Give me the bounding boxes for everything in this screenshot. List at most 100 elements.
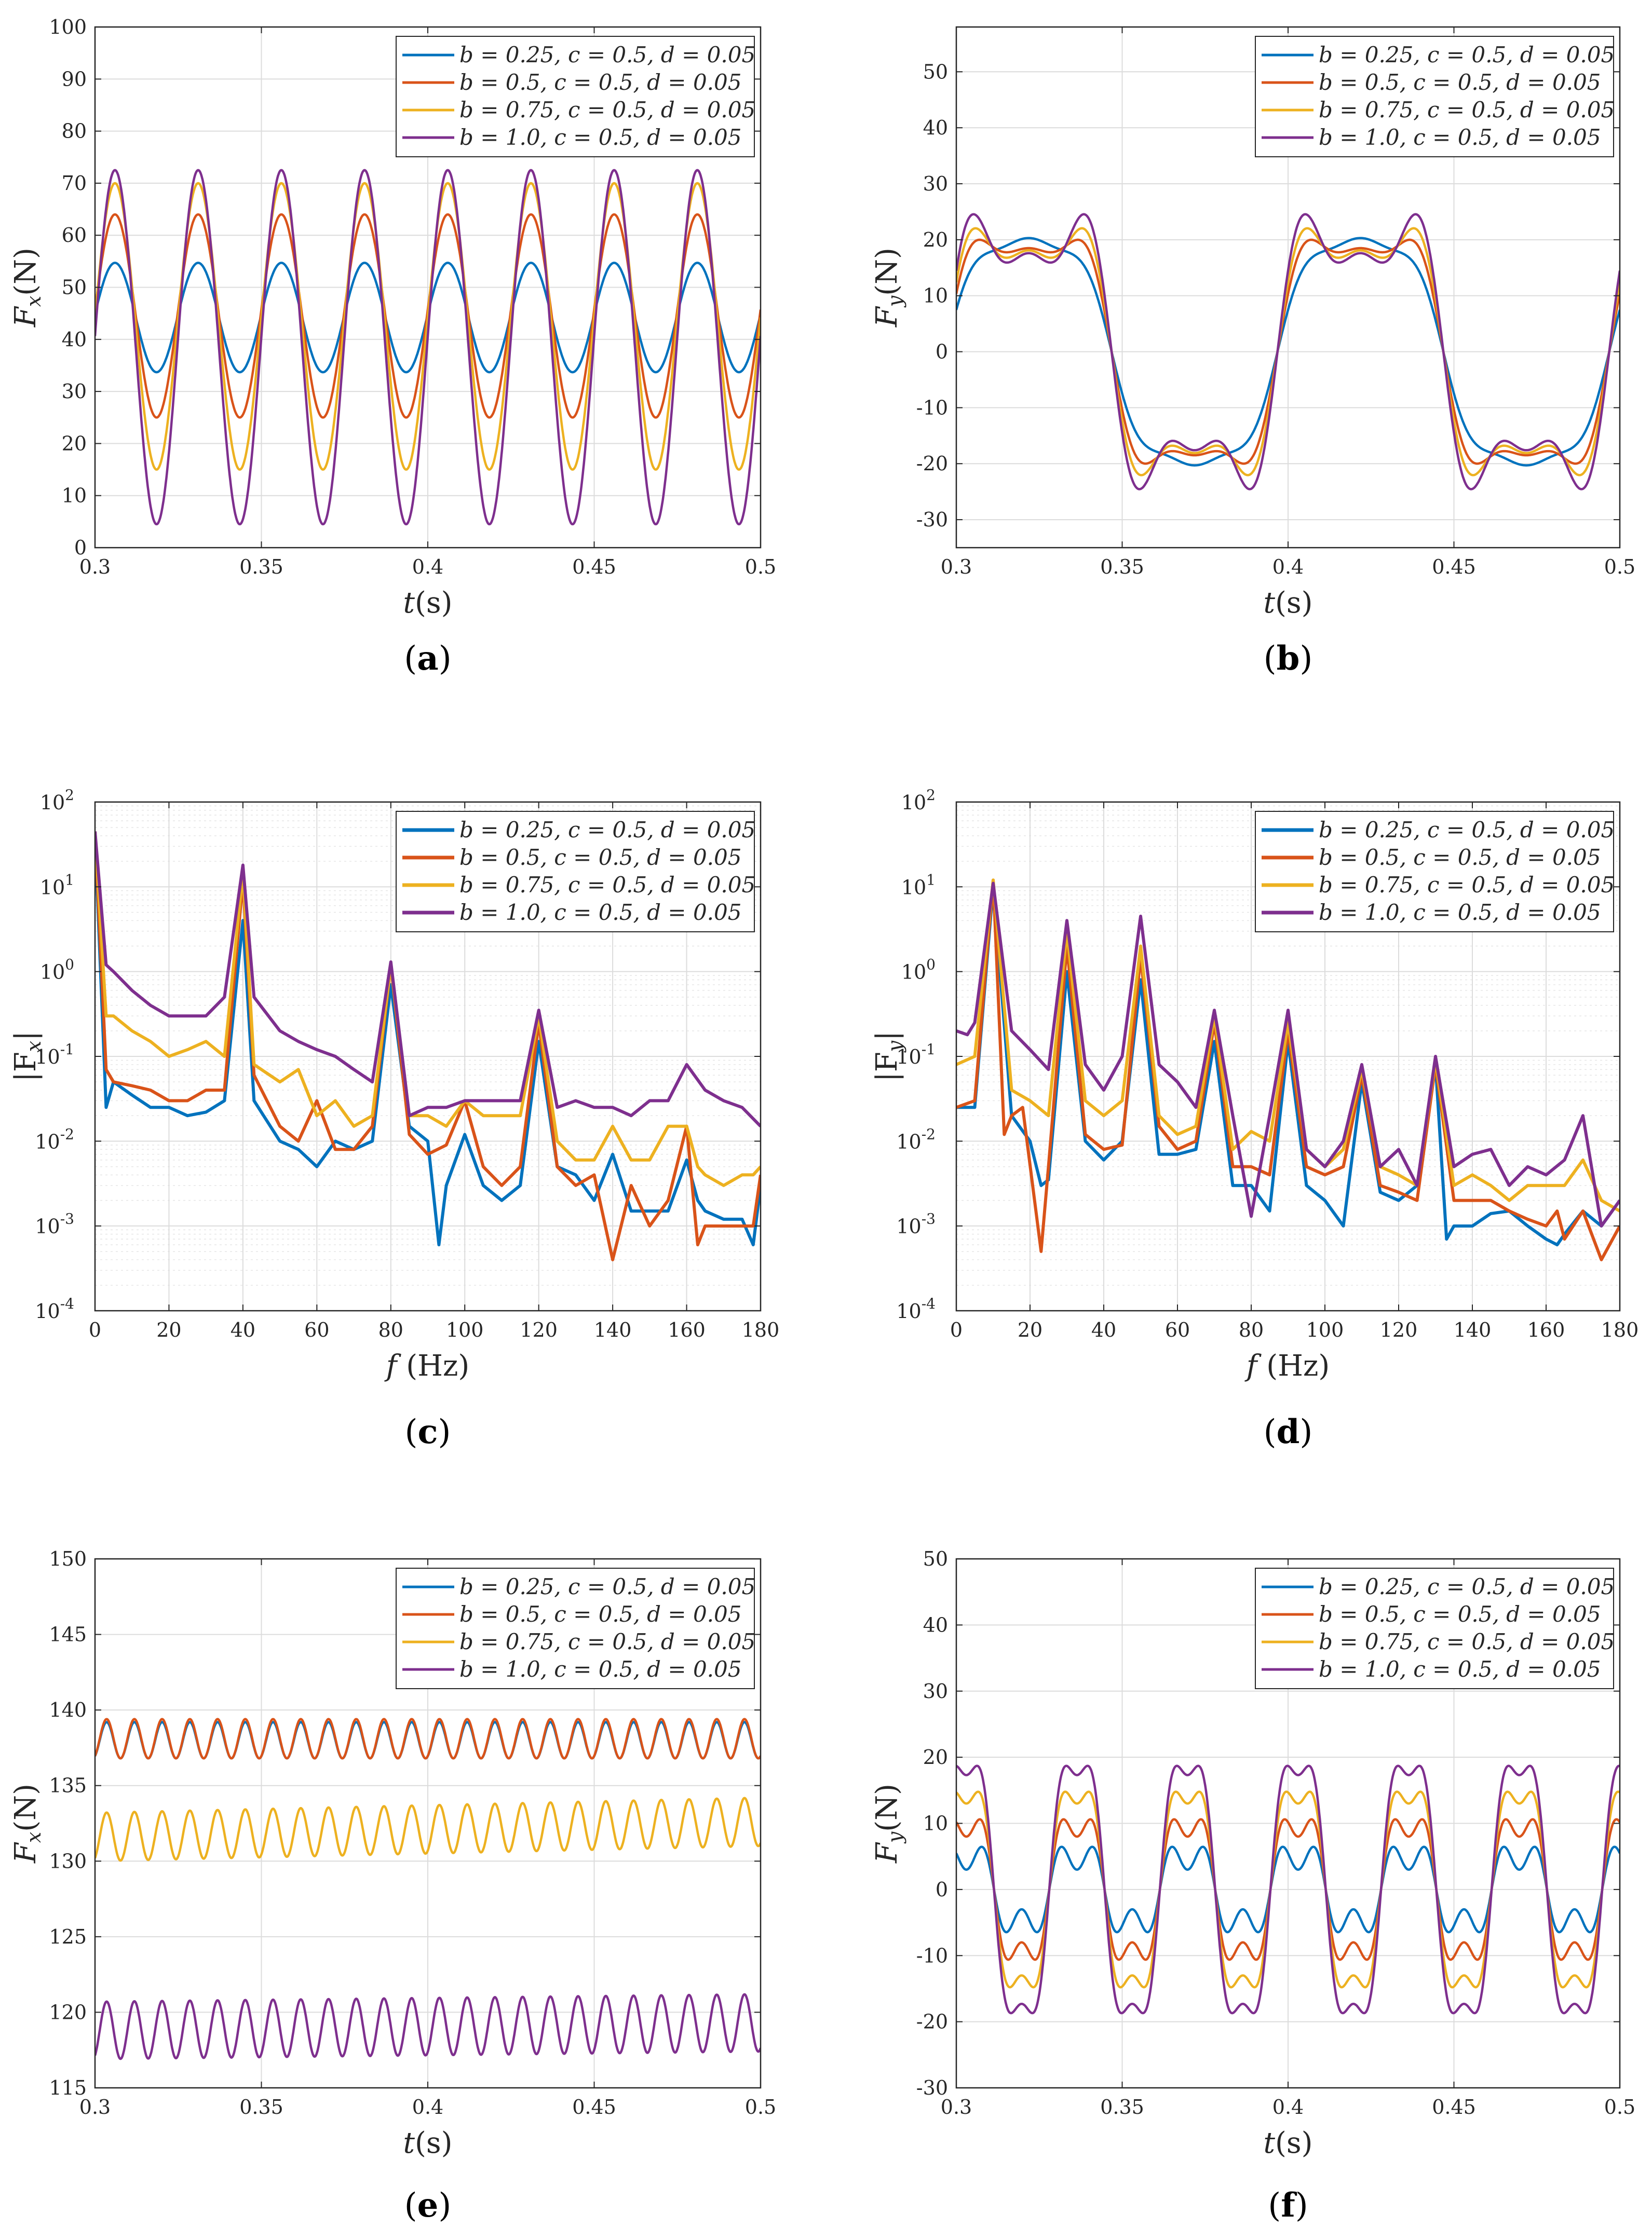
x-tick-label: 0.4 [412,555,443,578]
series-line-2 [95,831,761,1261]
x-tick-label: 0.35 [1100,2096,1144,2118]
x-tick-label: 0.45 [1432,555,1476,578]
x-axis-label: t(s) [403,2126,453,2160]
x-axis-label: f (Hz) [1244,1349,1330,1383]
x-tick-label: 0.3 [941,555,972,578]
x-tick-label: 20 [156,1319,181,1341]
legend-entry-4: b = 1.0, c = 0.5, d = 0.05 [1319,125,1601,150]
series-line-3 [956,1790,1620,1989]
x-tick-label: 0.4 [412,2096,443,2118]
legend-entry-2: b = 0.5, c = 0.5, d = 0.05 [459,1601,741,1627]
legend-entry-1: b = 0.25, c = 0.5, d = 0.05 [459,42,755,67]
y-tick-label: 140 [49,1699,87,1721]
series-line-1 [956,237,1620,467]
x-tick-label: 80 [1239,1319,1264,1341]
x-tick-label: 0.5 [745,2096,776,2118]
y-axis-label: Fx(N) [9,248,45,328]
y-tick-label: 20 [923,1746,948,1769]
y-tick-label: 10-4 [896,1295,936,1323]
x-tick-label: 0.35 [239,555,283,578]
y-tick-label: 60 [62,224,87,247]
legend-entry-2: b = 0.5, c = 0.5, d = 0.05 [1319,1601,1601,1627]
y-tick-label: 90 [62,67,87,90]
y-tick-label: 0 [74,536,87,559]
x-tick-label: 0.5 [745,555,776,578]
legend-entry-4: b = 1.0, c = 0.5, d = 0.05 [1319,900,1601,925]
x-tick-label: 180 [1601,1319,1639,1341]
x-tick-label: 120 [1380,1319,1418,1341]
series-line-4 [956,881,1620,1228]
series-line-4 [956,213,1620,491]
y-tick-label: 40 [923,116,948,139]
y-tick-label: -10 [916,396,948,419]
legend-entry-3: b = 0.75, c = 0.5, d = 0.05 [459,97,755,123]
series-line-3 [95,831,761,1187]
legend-entry-4: b = 1.0, c = 0.5, d = 0.05 [459,125,741,150]
legend-entry-1: b = 0.25, c = 0.5, d = 0.05 [1319,1574,1615,1599]
y-tick-label: 120 [49,2001,87,2023]
chart-d: 0 20 40 60 80 100 120 140 160 180 10-4 10-3 10-2 10-1… [870,786,1639,1451]
panel-caption: (a) [404,639,451,678]
y-tick-label: 20 [62,432,87,455]
legend-entry-1: b = 0.25, c = 0.5, d = 0.05 [459,1574,755,1599]
y-axis-label: |Fy| [870,1031,906,1082]
y-tick-label: 40 [62,328,87,351]
panel-caption: (d) [1264,1412,1313,1451]
x-tick-label: 40 [1091,1319,1116,1341]
legend-box [396,36,755,157]
x-axis-label: t(s) [1264,2126,1313,2160]
y-tick-label: 100 [40,956,74,984]
y-tick-label: 102 [40,786,74,814]
y-tick-label: 10-2 [35,1125,74,1153]
x-tick-label: 0.5 [1604,2096,1635,2118]
x-tick-label: 100 [446,1319,484,1341]
x-tick-label: 0.35 [239,2096,283,2118]
x-tick-label: 0.3 [941,2096,972,2118]
y-tick-label: 125 [49,1925,87,1948]
x-tick-label: 160 [668,1319,706,1341]
x-tick-label: 60 [1165,1319,1190,1341]
legend-entry-3: b = 0.75, c = 0.5, d = 0.05 [1319,872,1615,898]
x-tick-label: 0.45 [572,2096,616,2118]
y-tick-label: 30 [923,1680,948,1703]
chart-e: 0.3 0.35 0.4 0.45 0.5 115 120 125 130 135 140 145 15… [9,1547,776,2225]
legend-entry-4: b = 1.0, c = 0.5, d = 0.05 [459,1656,741,1682]
y-tick-label: 10-4 [35,1295,74,1323]
legend-entry-1: b = 0.25, c = 0.5, d = 0.05 [459,817,755,843]
series-line-4 [95,169,761,526]
y-tick-label: 100 [901,956,936,984]
series-line-4 [956,1764,1620,2015]
series-line-4 [95,831,761,1127]
x-axis-label: f (Hz) [384,1349,470,1383]
y-tick-label: 40 [923,1613,948,1636]
legend-entry-3: b = 0.75, c = 0.5, d = 0.05 [1319,97,1615,123]
y-tick-label: -30 [916,2076,948,2099]
x-axis-label: t(s) [403,586,453,620]
x-tick-label: 0.3 [79,2096,111,2118]
y-axis-label: Fy(N) [870,1784,906,1864]
y-tick-label: 10-3 [35,1211,74,1238]
y-axis-label: |Fx| [9,1031,45,1082]
legend-entry-1: b = 0.25, c = 0.5, d = 0.05 [1319,817,1615,843]
panel-caption: (b) [1264,639,1313,678]
y-tick-label: 145 [49,1623,87,1646]
panel-caption: (c) [405,1412,451,1451]
series-line-1 [956,1845,1620,1934]
series-line-3 [95,1797,761,1862]
y-tick-label: 0 [936,1878,948,1901]
y-tick-label: 70 [62,172,87,195]
y-tick-label: 80 [62,120,87,143]
y-tick-label: -20 [916,2010,948,2033]
y-axis-label: Fy(N) [870,248,906,328]
legend-box [1255,811,1614,932]
y-tick-label: 50 [923,1547,948,1570]
x-tick-label: 60 [304,1319,329,1341]
legend-entry-3: b = 0.75, c = 0.5, d = 0.05 [1319,1629,1615,1654]
legend-entry-1: b = 0.25, c = 0.5, d = 0.05 [1319,42,1615,67]
y-tick-label: 100 [49,16,87,38]
y-tick-label: 150 [49,1547,87,1570]
chart-f: 0.3 0.35 0.4 0.45 0.5 -30 -20 -10 0 10 20 30 40 50 t(s… [870,1547,1635,2225]
legend-entry-2: b = 0.5, c = 0.5, d = 0.05 [459,70,741,95]
y-tick-label: 50 [923,60,948,83]
